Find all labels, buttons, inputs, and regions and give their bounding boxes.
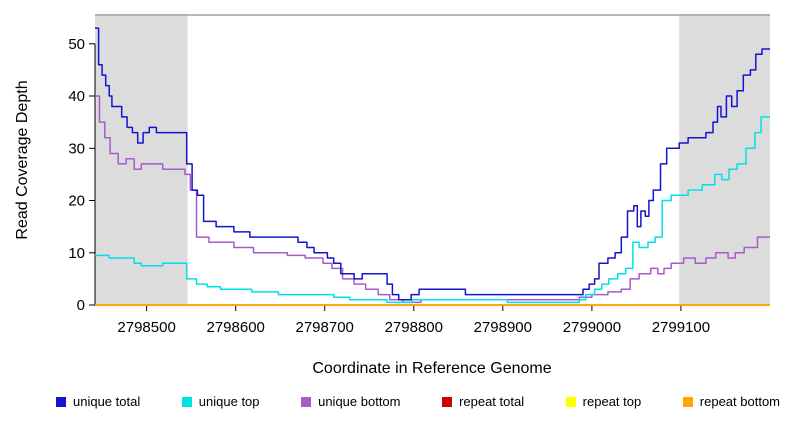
shaded-region [679,14,770,305]
x-tick-label: 2798700 [295,319,353,336]
legend-item-repeat-total: repeat total [442,394,524,409]
y-tick-label: 50 [68,36,85,53]
legend-item-unique-bottom: unique bottom [301,394,401,409]
unique-total-swatch-icon [56,396,66,407]
legend-label: unique bottom [318,394,401,409]
unique-bottom-swatch-icon [301,396,312,407]
x-tick-label: 2798800 [385,319,443,336]
y-tick-label: 30 [68,140,85,157]
legend-item-repeat-bottom: repeat bottom [682,394,780,409]
repeat-top-swatch-icon [565,396,576,407]
shaded-region [95,14,188,305]
legend-item-unique-top: unique top [181,394,260,409]
legend-item-repeat-top: repeat top [565,394,642,409]
y-tick-label: 40 [68,88,85,105]
y-tick-label: 0 [77,297,85,314]
y-tick-label: 10 [68,245,85,262]
legend-label: repeat total [459,394,525,409]
legend-label: repeat bottom [699,394,780,409]
series-unique-top [95,116,770,304]
series-unique-total [95,27,770,301]
unique-top-swatch-icon [181,396,192,407]
x-tick-label: 2798500 [117,319,175,336]
x-tick-label: 2799100 [652,319,710,336]
legend-item-unique-total: unique total [56,394,140,409]
legend-label: unique top [198,394,260,409]
x-axis-label: Coordinate in Reference Genome [312,360,551,377]
legend: unique total unique top unique bottom re… [0,390,792,409]
y-tick-label: 20 [68,193,85,210]
x-tick-label: 2799000 [563,319,621,336]
coverage-plot: 2798500 2798600 2798700 2798800 2798900 27990… [14,14,770,377]
legend-label: unique total [73,394,141,409]
plot-shapes: 2798500 2798600 2798700 2798800 2798900 27990… [68,14,770,336]
x-tick-label: 2798900 [474,319,532,336]
legend-label: repeat top [582,394,642,409]
y-axis-label: Read Coverage Depth [14,80,31,239]
x-tick-label: 2798600 [206,319,264,336]
repeat-total-swatch-icon [442,396,453,407]
repeat-bottom-swatch-icon [682,396,693,407]
series-unique-bottom [95,95,770,304]
